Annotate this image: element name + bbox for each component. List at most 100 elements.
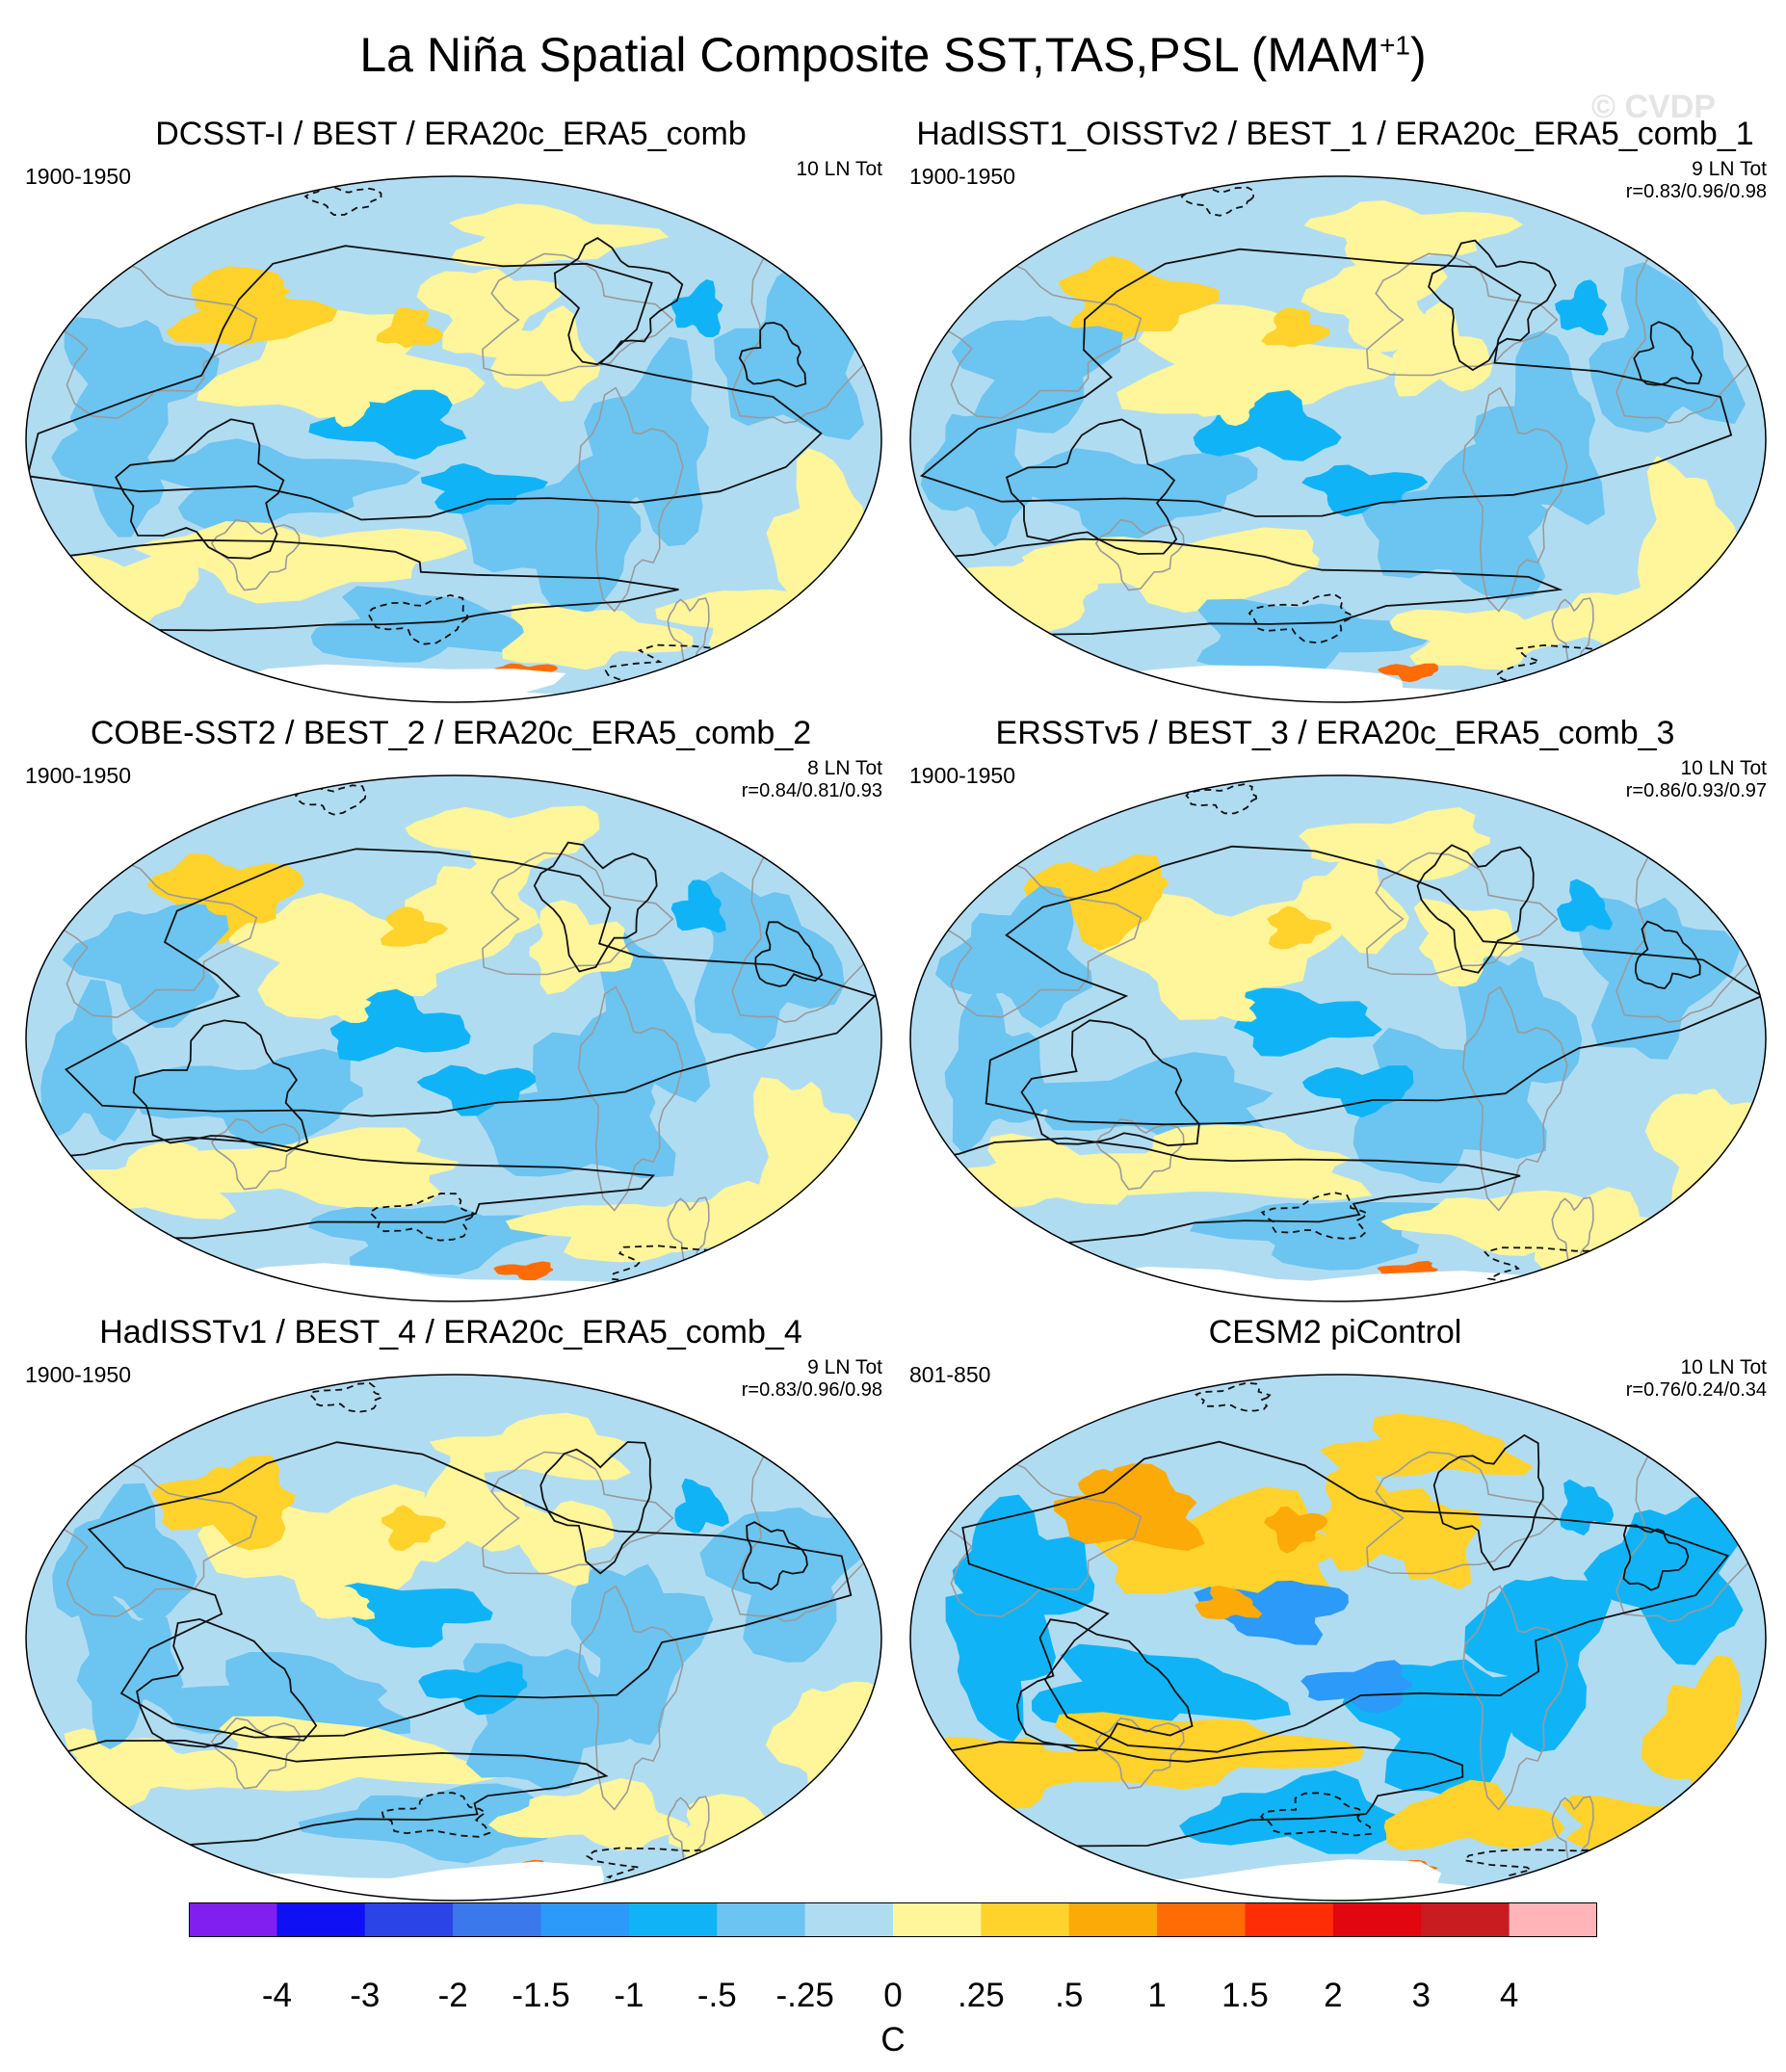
- coastline: [46, 857, 258, 1018]
- anomaly-accent: [1267, 905, 1332, 950]
- anomaly-patch: [944, 986, 1047, 1155]
- colorbar-swatch: [189, 1902, 277, 1937]
- anomaly-accent: [416, 1064, 536, 1116]
- colorbar-swatch: [1245, 1902, 1334, 1937]
- map-field: [26, 775, 881, 1301]
- colorbar-swatch: [364, 1902, 454, 1937]
- coastline: [577, 386, 684, 613]
- coastline: [1366, 1451, 1559, 1575]
- psl-contour: [1016, 1618, 1194, 1752]
- anomaly-patch: [416, 268, 562, 358]
- cvdp-watermark: © CVDP: [1591, 89, 1716, 125]
- colorbar-label: .5: [1055, 1977, 1084, 2014]
- panel-period: 801-850: [909, 1362, 991, 1387]
- colorbar-swatch: [1421, 1902, 1510, 1937]
- anomaly-patch: [134, 521, 467, 604]
- map-border: [909, 774, 1767, 1302]
- map-field: [26, 176, 881, 702]
- psl-contour: [539, 1441, 652, 1575]
- anomaly-patch: [298, 1783, 548, 1864]
- psl-contour: [1622, 1524, 1690, 1591]
- psl-contour: [87, 1441, 853, 1739]
- anomaly-patch: [405, 805, 600, 877]
- coastline: [1094, 1117, 1185, 1191]
- anomaly-accent: [674, 1478, 729, 1534]
- anomaly-patch: [124, 1048, 363, 1147]
- anomaly-patch: [1195, 598, 1433, 675]
- map-panel-1: [25, 175, 882, 703]
- psl-contour: [742, 1521, 808, 1591]
- coastline: [46, 258, 258, 419]
- anomaly-accent: [1264, 1506, 1328, 1554]
- anomaly-patch: [410, 1454, 531, 1562]
- anomaly-accent: [1378, 663, 1439, 683]
- psl-contour: [381, 1792, 491, 1838]
- anomaly-patch: [1579, 897, 1741, 1060]
- colorbar-swatch: [893, 1902, 982, 1937]
- colorbar-border: [189, 1902, 1597, 1937]
- psl-contour: [303, 186, 382, 217]
- colorbar-swatch: [276, 1902, 366, 1937]
- anomaly-accent: [381, 906, 449, 947]
- colorbar-swatch: [540, 1902, 630, 1937]
- colorbar-swatch: [1157, 1902, 1247, 1937]
- coastline: [482, 252, 674, 377]
- psl-contour: [1248, 592, 1352, 644]
- anomaly-patch: [1320, 1413, 1534, 1477]
- anomaly-patch: [1193, 389, 1342, 461]
- colorbar-label: -1: [614, 1977, 644, 2014]
- anomaly-patch: [338, 1583, 493, 1648]
- coastline: [1551, 597, 1594, 670]
- map-panel-6: [909, 1374, 1767, 1902]
- anomaly-patch: [76, 1590, 184, 1749]
- panel-correlation: r=0.86/0.93/0.97: [1625, 780, 1767, 801]
- panel-6: CESM2 piControl 801-850 10 LN Tot r=0.76…: [892, 1314, 1778, 1902]
- psl-contour: [754, 921, 824, 987]
- anomaly-patch: [1045, 1124, 1373, 1201]
- map-border: [909, 175, 1767, 703]
- anomaly-accent: [1556, 879, 1614, 932]
- panel-count: 9 LN Tot: [1692, 158, 1767, 180]
- anomaly-accent: [1261, 307, 1330, 348]
- map-border: [25, 1374, 882, 1902]
- coastline: [931, 1456, 1143, 1617]
- coastline: [577, 1585, 684, 1811]
- anomaly-patch: [584, 336, 710, 546]
- colorbar-swatch: [717, 1902, 806, 1937]
- psl-contour: [1634, 920, 1701, 989]
- coastline: [1094, 518, 1185, 591]
- coastline: [931, 857, 1143, 1018]
- map-border: [25, 175, 882, 703]
- coastline: [667, 597, 710, 670]
- anomaly-accent: [420, 463, 549, 514]
- colorbar-label: 0: [883, 1977, 903, 2014]
- psl-contour: [367, 593, 468, 645]
- panel-count: 10 LN Tot: [796, 158, 882, 180]
- anomaly-patch: [1303, 200, 1524, 272]
- psl-contour: [65, 848, 877, 1117]
- figure-title: La Niña Spatial Composite SST,TAS,PSL (M…: [0, 27, 1786, 83]
- psl-contour: [533, 841, 658, 973]
- anomaly-accent: [308, 1586, 376, 1620]
- anomaly-accent: [1077, 866, 1169, 919]
- panel-title: HadISST1_OISSTv2 / BEST_1 / ERA20c_ERA5_…: [916, 116, 1754, 152]
- panel-title: ERSSTv5 / BEST_3 / ERA20c_ERA5_comb_3: [995, 715, 1675, 751]
- coastline: [1461, 1585, 1568, 1811]
- figure-title-close: ): [1410, 28, 1427, 82]
- psl-contour: [132, 1019, 309, 1152]
- anomaly-accent: [194, 267, 291, 311]
- anomaly-patch: [1021, 527, 1320, 613]
- panel-count: 10 LN Tot: [1680, 757, 1767, 779]
- panel-period: 1900-1950: [25, 164, 131, 189]
- colorbar-labels: -4 -3 -2 -1.5 -1 -.5 -.25 0 .25 .5 1 1.5 2 3 4: [0, 1977, 1786, 2019]
- anomaly-accent: [1077, 1467, 1159, 1519]
- anomaly-accent: [670, 879, 726, 933]
- panel-count: 8 LN Tot: [807, 757, 882, 779]
- coastline: [1461, 985, 1568, 1212]
- anomaly-patch: [1001, 448, 1258, 541]
- map-panel-2: [909, 175, 1767, 703]
- map-field: [26, 1375, 881, 1901]
- anomaly-patch: [1644, 1088, 1766, 1226]
- colorbar-swatch: [1068, 1902, 1158, 1937]
